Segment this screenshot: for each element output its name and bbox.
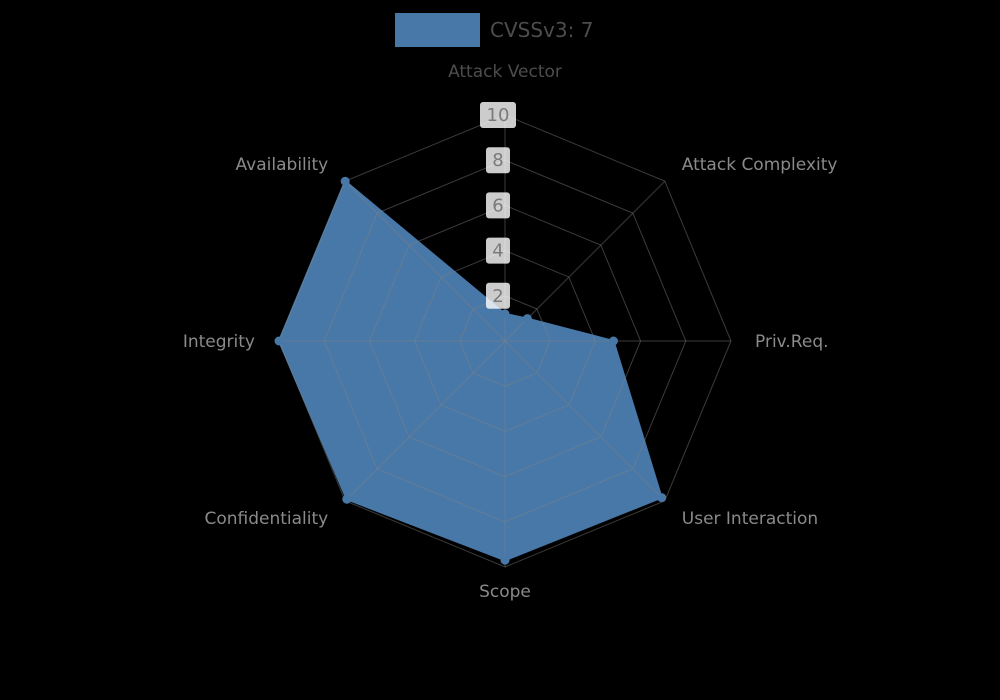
axis-label: Availability <box>236 155 329 175</box>
radial-tick-label: 8 <box>492 150 503 171</box>
axis-spoke <box>504 340 666 502</box>
vertex-marker <box>340 176 350 186</box>
grid-ring <box>323 159 687 523</box>
vertex-marker <box>342 494 352 504</box>
chart-legend: CVSSv3: 7 <box>395 13 593 47</box>
axis-label: Scope <box>479 582 531 602</box>
axis-label: User Interaction <box>682 509 818 529</box>
legend-label: CVSSv3: 7 <box>490 18 594 42</box>
grid-ring <box>368 204 642 478</box>
radial-tick-box <box>486 237 510 264</box>
vertex-marker <box>657 493 667 503</box>
axis-label: Priv.Req. <box>755 332 829 352</box>
vertex-marker <box>608 336 618 346</box>
radial-tick-box <box>486 282 510 309</box>
axis-label: Integrity <box>183 332 255 352</box>
axis-spoke <box>504 180 666 342</box>
vertex-marker <box>500 555 510 565</box>
axis-spoke <box>344 340 506 502</box>
radial-tick-label: 2 <box>492 286 503 307</box>
grid-ring <box>459 295 551 387</box>
grid-ring <box>414 250 596 432</box>
vertex-marker <box>274 336 284 346</box>
axis-label: Confidentiality <box>204 509 328 529</box>
legend-swatch <box>395 13 480 47</box>
radial-tick-label: 6 <box>492 195 503 216</box>
radial-tick-box <box>486 192 510 219</box>
vertex-marker <box>500 309 510 319</box>
axis-label: Attack Vector <box>448 62 562 82</box>
radial-tick-box <box>486 147 510 174</box>
radial-tick-label: 10 <box>487 105 510 126</box>
radial-tick-box <box>480 102 516 128</box>
grid-ring <box>278 114 732 568</box>
vertex-marker <box>522 314 532 324</box>
axis-label: Attack Complexity <box>682 155 838 175</box>
axis-spoke <box>344 180 506 342</box>
radial-tick-label: 4 <box>492 241 503 262</box>
